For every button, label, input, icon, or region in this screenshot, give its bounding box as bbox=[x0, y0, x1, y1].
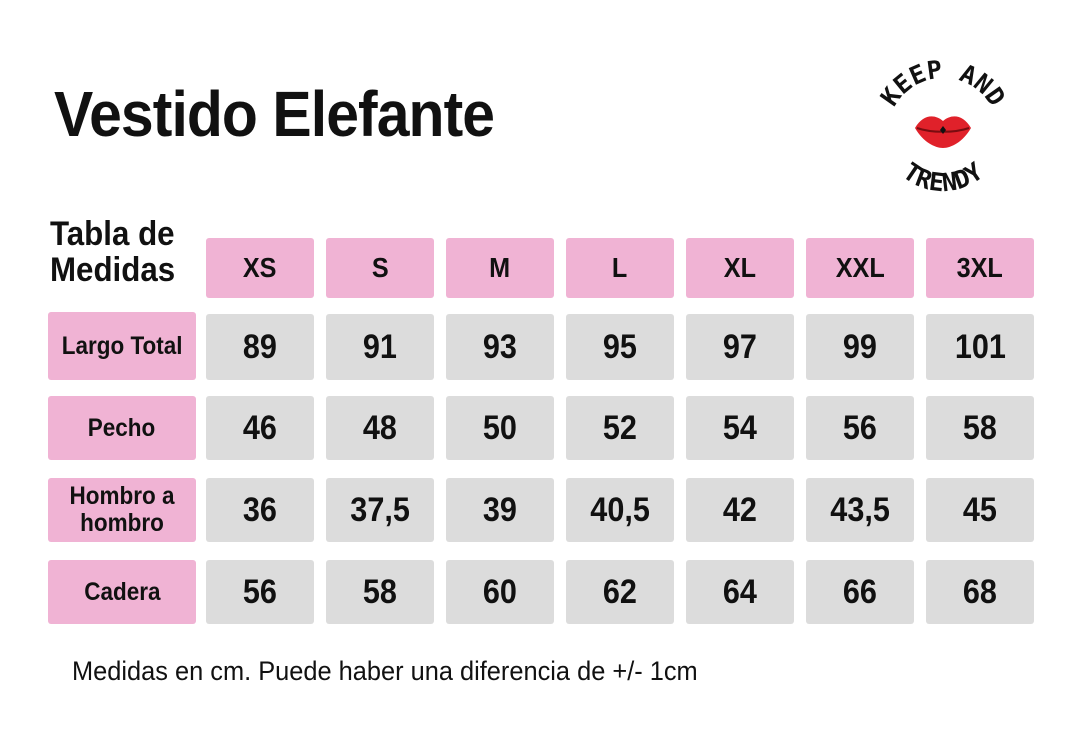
table-cell: 43,5 bbox=[806, 478, 914, 542]
size-header-xxl: XXL bbox=[806, 238, 914, 298]
table-cell: 93 bbox=[446, 314, 554, 380]
table-cell: 62 bbox=[566, 560, 674, 624]
corner-label-line2: Medidas bbox=[50, 251, 176, 290]
size-header-m: M bbox=[446, 238, 554, 298]
size-header-s: S bbox=[326, 238, 434, 298]
logo-text-top: KEEP AND bbox=[875, 55, 1011, 111]
table-cell: 48 bbox=[326, 396, 434, 460]
table-cell: 39 bbox=[446, 478, 554, 542]
table-cell: 54 bbox=[686, 396, 794, 460]
logo-text-bottom: TRENDY bbox=[898, 157, 988, 198]
table-cell: 58 bbox=[926, 396, 1034, 460]
row-label-largo-total: Largo Total bbox=[48, 312, 196, 380]
table-corner-label: Tabla de Medidas bbox=[50, 216, 188, 288]
table-cell: 101 bbox=[926, 314, 1034, 380]
table-cell: 56 bbox=[206, 560, 314, 624]
table-cell: 50 bbox=[446, 396, 554, 460]
table-cell: 60 bbox=[446, 560, 554, 624]
table-cell: 97 bbox=[686, 314, 794, 380]
footnote: Medidas en cm. Puede haber una diferenci… bbox=[72, 656, 698, 686]
table-cell: 36 bbox=[206, 478, 314, 542]
table-cell: 68 bbox=[926, 560, 1034, 624]
table-cell: 99 bbox=[806, 314, 914, 380]
table-cell: 40,5 bbox=[566, 478, 674, 542]
table-cell: 95 bbox=[566, 314, 674, 380]
row-label-pecho: Pecho bbox=[48, 396, 196, 460]
page-title: Vestido Elefante bbox=[54, 78, 495, 150]
table-cell: 91 bbox=[326, 314, 434, 380]
svg-text:KEEP AND: KEEP AND bbox=[875, 55, 1011, 111]
size-header-xs: XS bbox=[206, 238, 314, 298]
table-cell: 89 bbox=[206, 314, 314, 380]
table-cell: 37,5 bbox=[326, 478, 434, 542]
table-cell: 66 bbox=[806, 560, 914, 624]
corner-label-line1: Tabla de bbox=[50, 215, 175, 253]
lips-icon bbox=[915, 116, 971, 148]
table-cell: 58 bbox=[326, 560, 434, 624]
row-label-hombro-a-hombro: Hombro a hombro bbox=[48, 478, 196, 542]
size-header-l: L bbox=[566, 238, 674, 298]
table-cell: 56 bbox=[806, 396, 914, 460]
table-cell: 46 bbox=[206, 396, 314, 460]
table-cell: 52 bbox=[566, 396, 674, 460]
table-cell: 64 bbox=[686, 560, 794, 624]
keep-and-trendy-logo: KEEP AND TRENDY bbox=[875, 55, 1011, 198]
svg-text:TRENDY: TRENDY bbox=[898, 157, 988, 198]
table-cell: 42 bbox=[686, 478, 794, 542]
size-header-3xl: 3XL bbox=[926, 238, 1034, 298]
row-label-cadera: Cadera bbox=[48, 560, 196, 624]
size-header-xl: XL bbox=[686, 238, 794, 298]
table-cell: 45 bbox=[926, 478, 1034, 542]
